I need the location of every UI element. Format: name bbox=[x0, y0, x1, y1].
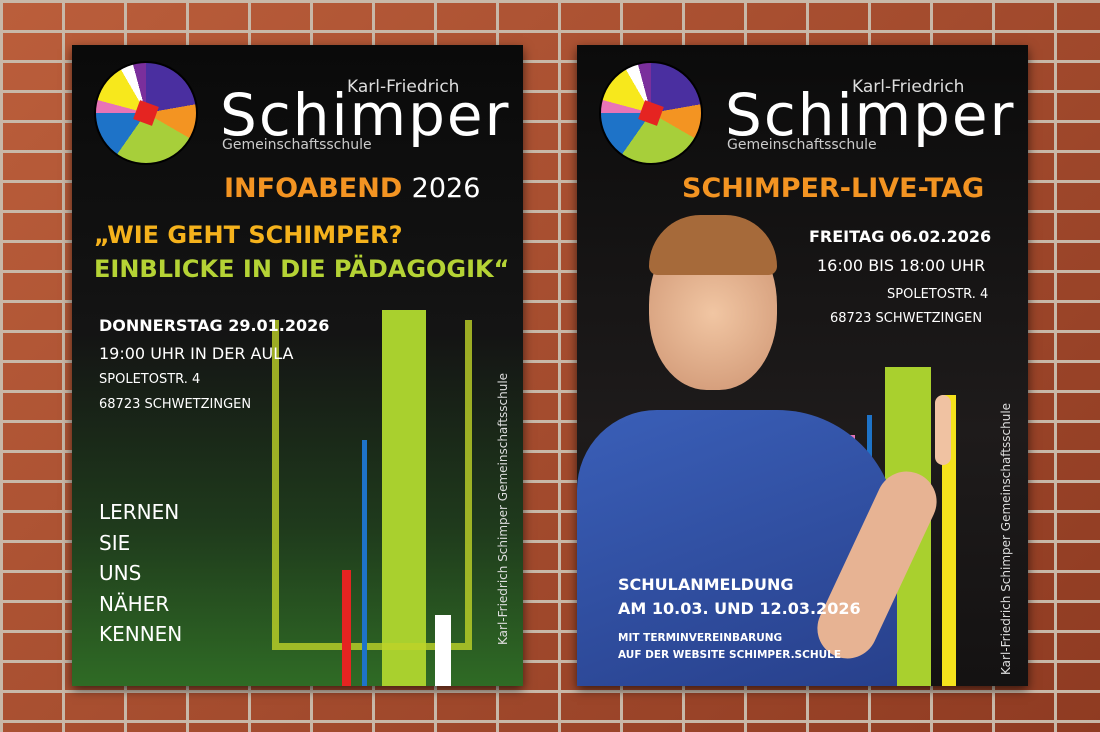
title-year: 2026 bbox=[411, 173, 481, 204]
poster-infoabend: Karl-Friedrich Schimper Gemeinschaftssch… bbox=[72, 45, 523, 686]
school-logo bbox=[94, 61, 198, 165]
side-text: Karl-Friedrich Schimper Gemeinschaftssch… bbox=[999, 402, 1013, 675]
registration-line-2: AM 10.03. UND 12.03.2026 bbox=[618, 599, 861, 618]
city: 68723 SCHWETZINGEN bbox=[830, 311, 983, 326]
quote-line-1: „WIE GEHT SCHIMPER? bbox=[94, 221, 403, 249]
white-bar bbox=[435, 615, 451, 686]
note-line-1: MIT TERMINVEREINBARUNG bbox=[618, 632, 783, 644]
red-bar bbox=[342, 570, 351, 686]
title: SCHIMPER-LIVE-TAG bbox=[682, 173, 985, 204]
slogan-line: KENNEN bbox=[99, 622, 183, 646]
poster-live-tag: Karl-Friedrich Schimper Gemeinschaftssch… bbox=[577, 45, 1028, 686]
logo-schimper: Schimper bbox=[725, 81, 1016, 149]
logo-schimper: Schimper bbox=[220, 81, 511, 149]
event-date: DONNERSTAG 29.01.2026 bbox=[99, 316, 330, 335]
street: SPOLETOSTR. 4 bbox=[887, 287, 989, 302]
slogan: LERNEN SIE UNS NÄHER KENNEN bbox=[99, 497, 182, 650]
yellow-frame bbox=[272, 320, 472, 650]
note-line-2: AUF DER WEBSITE SCHIMPER.SCHULE bbox=[618, 649, 841, 661]
title-text: INFOABEND bbox=[224, 173, 403, 204]
slogan-line: NÄHER bbox=[99, 591, 170, 616]
event-date: FREITAG 06.02.2026 bbox=[809, 227, 992, 246]
logo-gemeinschaftsschule: Gemeinschaftsschule bbox=[727, 137, 877, 153]
boy-finger bbox=[935, 395, 951, 465]
side-text: Karl-Friedrich Schimper Gemeinschaftssch… bbox=[496, 372, 510, 645]
event-time: 19:00 UHR IN DER AULA bbox=[99, 344, 294, 363]
boy-hair bbox=[649, 215, 777, 275]
registration-line-1: SCHULANMELDUNG bbox=[618, 575, 794, 594]
slogan-line: LERNEN bbox=[99, 500, 180, 524]
logo-gemeinschaftsschule: Gemeinschaftsschule bbox=[222, 137, 372, 153]
slogan-line: UNS bbox=[99, 561, 142, 585]
street: SPOLETOSTR. 4 bbox=[99, 372, 201, 387]
school-logo bbox=[599, 61, 703, 165]
quote-line-2: EINBLICKE IN DIE PÄDAGOGIK“ bbox=[94, 255, 510, 283]
title: INFOABEND 2026 bbox=[224, 173, 480, 204]
logo-karl-friedrich: Karl-Friedrich bbox=[347, 77, 460, 97]
logo-karl-friedrich: Karl-Friedrich bbox=[852, 77, 965, 97]
blue-bar bbox=[362, 440, 367, 686]
event-time: 16:00 BIS 18:00 UHR bbox=[817, 256, 986, 275]
slogan-line: SIE bbox=[99, 530, 131, 555]
green-bar bbox=[382, 310, 426, 686]
yellow-bar bbox=[942, 395, 956, 686]
city: 68723 SCHWETZINGEN bbox=[99, 397, 252, 412]
